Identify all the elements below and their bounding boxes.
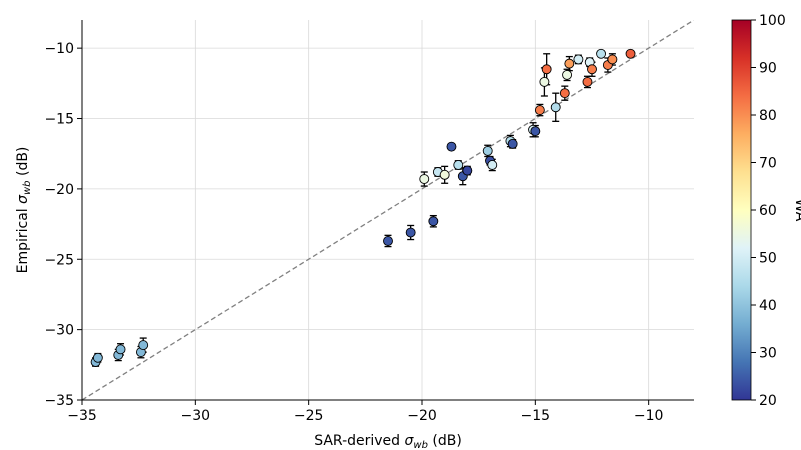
y-tick-label: −25 <box>44 252 74 268</box>
data-point <box>562 69 573 80</box>
colorbar-tick-label: 100 <box>759 13 786 29</box>
data-point <box>559 88 570 99</box>
data-point <box>115 344 126 355</box>
y-tick-label: −10 <box>44 41 74 57</box>
colorbar <box>731 19 752 401</box>
colorbar-tick-label: 80 <box>759 108 777 124</box>
x-tick-label: −25 <box>294 408 324 424</box>
data-point <box>419 174 430 184</box>
x-tick-label: −15 <box>521 408 551 424</box>
x-tick-label: −30 <box>181 408 211 424</box>
y-tick-label: −35 <box>44 393 74 409</box>
x-tick-label: −10 <box>634 408 664 424</box>
data-points <box>90 48 636 367</box>
data-point <box>428 216 439 227</box>
colorbar-tick-label: 30 <box>759 346 777 362</box>
data-point <box>534 105 545 116</box>
colorbar-ticks: 20 30 40 50 60 70 80 90 100 <box>751 13 786 409</box>
data-point <box>596 48 607 59</box>
x-tick-label: −35 <box>67 408 97 424</box>
error-bars <box>92 50 635 367</box>
data-point <box>625 48 636 59</box>
data-point <box>92 352 103 363</box>
x-axis-label: SAR-derived σwb (dB) <box>314 433 462 450</box>
data-point <box>453 160 464 170</box>
data-point <box>405 227 416 238</box>
data-point <box>564 58 575 69</box>
y-tick-label: −20 <box>44 182 74 198</box>
data-point <box>587 64 597 75</box>
data-point <box>607 54 618 65</box>
data-point <box>439 169 450 180</box>
reference-line-1-to-1 <box>82 20 694 400</box>
y-axis-ticks: −35 −30 −25 −20 −15 −10 <box>44 41 82 409</box>
data-point <box>573 54 584 65</box>
data-point <box>487 160 498 170</box>
data-point <box>462 165 473 176</box>
colorbar-tick-label: 50 <box>759 251 777 267</box>
x-tick-label: −20 <box>407 408 437 424</box>
data-point <box>550 102 561 113</box>
data-point <box>530 126 541 137</box>
y-tick-label: −30 <box>44 323 74 339</box>
colorbar-tick-label: 60 <box>759 203 777 219</box>
data-point <box>539 76 550 87</box>
data-point <box>582 76 593 87</box>
colorbar-tick-label: 40 <box>759 298 777 314</box>
data-point <box>383 236 393 246</box>
data-point <box>507 138 518 149</box>
y-tick-label: −15 <box>44 112 74 128</box>
data-point <box>482 145 493 156</box>
x-axis-ticks: −35 −30 −25 −20 −15 −10 <box>67 400 663 424</box>
y-axis-label: Empirical σwb (dB) <box>15 147 33 274</box>
colorbar-tick-label: 20 <box>759 393 777 409</box>
data-point <box>138 340 149 351</box>
colorbar-label: WA <box>792 199 801 222</box>
data-point <box>446 141 457 152</box>
data-point <box>541 64 552 75</box>
colorbar-tick-label: 70 <box>759 156 777 172</box>
colorbar-tick-label: 90 <box>759 61 777 77</box>
